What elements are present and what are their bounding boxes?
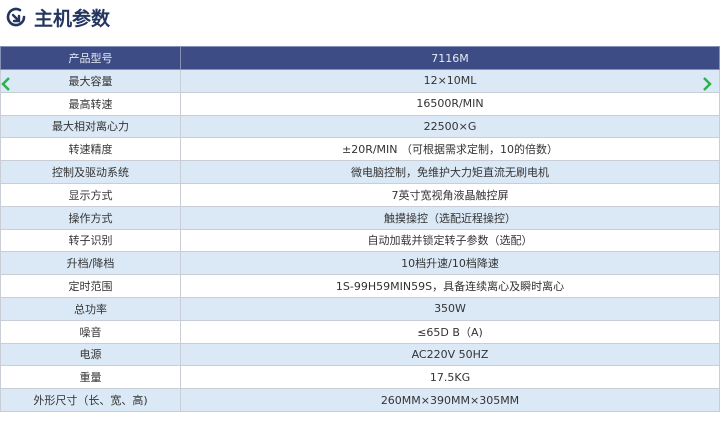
- row-value: 10档升速/10档降速: [180, 251, 720, 276]
- spec-table: 产品型号 7116M 最大容量 12×10ML 最高转速 16500R/MIN 最大相对…: [0, 46, 720, 412]
- row-value: ≤65D B（A): [180, 319, 720, 344]
- refresh-circle-icon: [6, 7, 26, 27]
- table-row: 最高转速 16500R/MIN: [0, 91, 720, 116]
- table-row: 总功率 350W: [0, 296, 720, 321]
- row-key: 显示方式: [0, 182, 181, 207]
- row-value: 7英寸宽视角液晶触控屏: [180, 182, 720, 207]
- row-key: 外形尺寸（长、宽、高): [0, 388, 181, 412]
- table-row: 最大容量 12×10ML: [0, 69, 720, 93]
- table-row: 重量 17.5KG: [0, 365, 720, 390]
- row-key: 操作方式: [0, 205, 181, 230]
- row-value: 触摸操控（选配近程操控）: [180, 205, 720, 230]
- page-title: 主机参数: [34, 7, 111, 30]
- table-row: 转子识别 自动加载并锁定转子参数（选配）: [0, 228, 720, 253]
- table-row: 最大相对离心力 22500×G: [0, 114, 720, 139]
- row-key: 最大相对离心力: [0, 114, 181, 139]
- table-row: 操作方式 触摸操控（选配近程操控）: [0, 205, 720, 230]
- table-header-row: 产品型号 7116M: [0, 46, 720, 70]
- row-key: 升档/降档: [0, 251, 181, 276]
- row-key: 噪音: [0, 319, 181, 344]
- next-arrow-icon[interactable]: [700, 74, 714, 94]
- row-value: 22500×G: [180, 114, 720, 139]
- row-key: 控制及驱动系统: [0, 160, 181, 184]
- header-key: 产品型号: [0, 46, 181, 70]
- table-row: 转速精度 ±20R/MIN （可根据需求定制，10的倍数）: [0, 137, 720, 162]
- header-value: 7116M: [180, 46, 720, 70]
- row-value: 12×10ML: [180, 69, 720, 93]
- row-value: 17.5KG: [180, 365, 720, 390]
- row-key: 转速精度: [0, 137, 181, 162]
- row-value: 350W: [180, 296, 720, 321]
- row-key: 总功率: [0, 296, 181, 321]
- table-row: 显示方式 7英寸宽视角液晶触控屏: [0, 182, 720, 207]
- table-row: 噪音 ≤65D B（A): [0, 319, 720, 344]
- row-value: 16500R/MIN: [180, 91, 720, 116]
- section-title: 主机参数: [4, 4, 110, 30]
- row-value: 自动加载并锁定转子参数（选配）: [180, 228, 720, 253]
- row-value: 260MM×390MM×305MM: [180, 388, 720, 412]
- row-key: 重量: [0, 365, 181, 390]
- row-key: 定时范围: [0, 274, 181, 298]
- table-row: 电源 AC220V 50HZ: [0, 342, 720, 367]
- row-value: 1S-99H59MIN59S，具备连续离心及瞬时离心: [180, 274, 720, 298]
- row-key: 最大容量: [0, 69, 181, 93]
- table-row: 外形尺寸（长、宽、高) 260MM×390MM×305MM: [0, 388, 720, 412]
- table-row: 控制及驱动系统 微电脑控制，免维护大力矩直流无刷电机: [0, 160, 720, 184]
- row-key: 最高转速: [0, 91, 181, 116]
- row-key: 转子识别: [0, 228, 181, 253]
- row-key: 电源: [0, 342, 181, 367]
- row-value: 微电脑控制，免维护大力矩直流无刷电机: [180, 160, 720, 184]
- table-row: 升档/降档 10档升速/10档降速: [0, 251, 720, 276]
- row-value: AC220V 50HZ: [180, 342, 720, 367]
- prev-arrow-icon[interactable]: [0, 74, 14, 94]
- table-row: 定时范围 1S-99H59MIN59S，具备连续离心及瞬时离心: [0, 274, 720, 298]
- row-value: ±20R/MIN （可根据需求定制，10的倍数）: [180, 137, 720, 162]
